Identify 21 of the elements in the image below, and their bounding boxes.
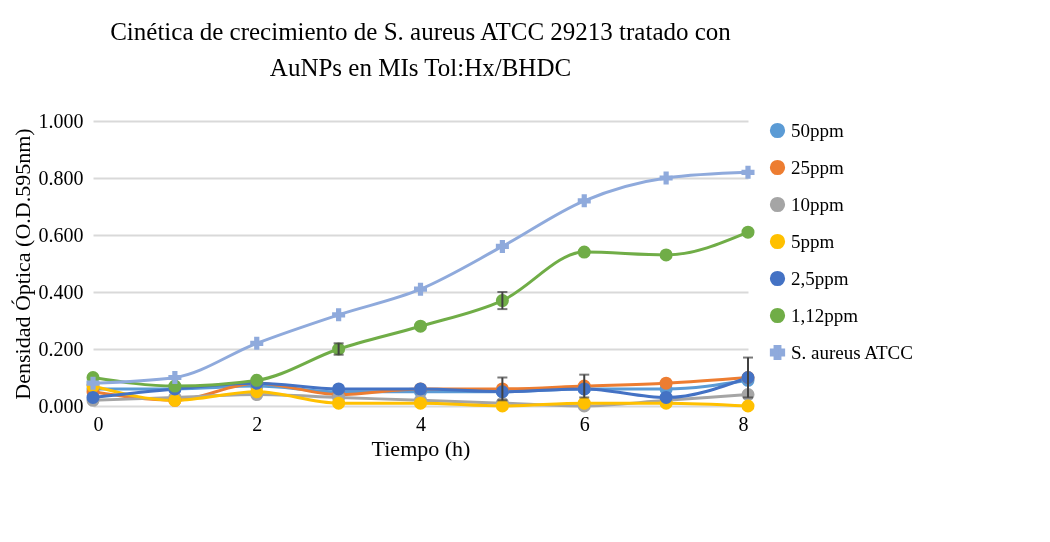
legend-label: 10ppm [791,193,844,215]
y-tick-label: 0.800 [38,166,84,189]
y-tick-label: 0.400 [38,280,84,303]
y-tick-label: 0.000 [38,394,84,417]
y-tick-label: 1.000 [38,109,84,132]
x-axis-title: Tiempo (h) [371,435,471,461]
legend-label: S. aureus ATCC [791,341,913,363]
x-tick-label: 4 [416,412,426,435]
chart-title: Cinética de crecimiento de S. aureus ATCC 29213 tratado con AuNPs en MIs Tol:Hx/BHDC [110,18,732,81]
y-axis-title: Densidad Óptica (O.D.595nm) [9,128,35,400]
legend-label: 5ppm [791,230,835,252]
legend-label: 25ppm [791,156,844,178]
x-tick-label: 6 [579,412,590,435]
legend-label: 2,5ppm [791,267,849,289]
y-tick-label: 0.600 [38,223,84,246]
y-tick-label: 0.200 [38,337,84,360]
legend-label: 50ppm [791,119,844,141]
x-tick-label: 8 [738,412,749,435]
x-tick-label: 2 [252,412,263,435]
legend-label: 1,12ppm [791,304,859,326]
x-tick-label: 0 [93,412,104,435]
